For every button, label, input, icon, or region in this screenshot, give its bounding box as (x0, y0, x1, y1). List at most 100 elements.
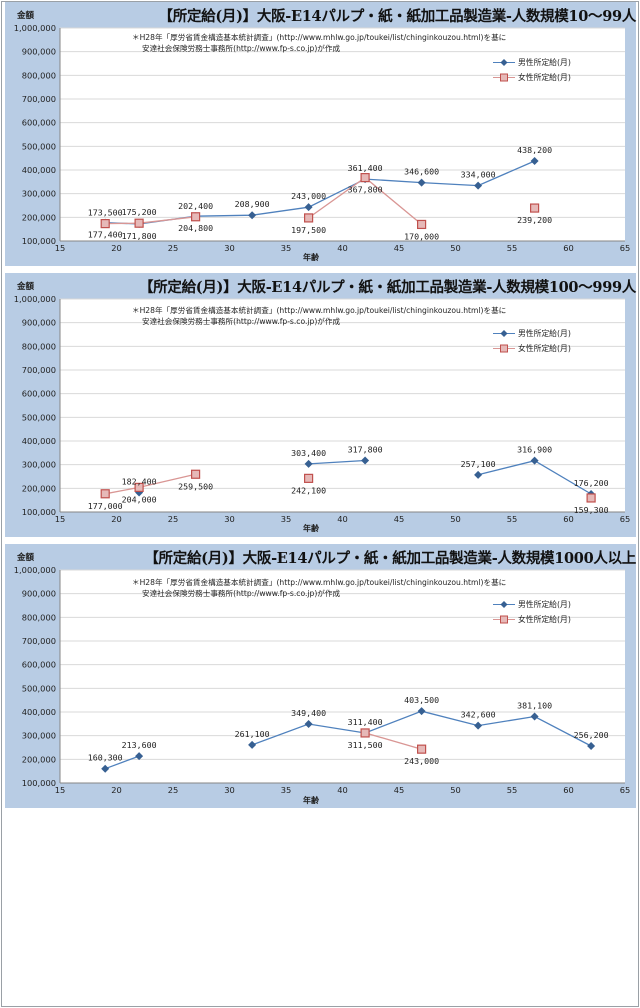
data-label: 159,300 (574, 505, 609, 515)
chart-panel-100-999: 100,000 200,000 300,000 400,000 500,000 600,0… (5, 273, 636, 537)
female-data-point (417, 219, 427, 230)
diamond-marker-icon (493, 601, 515, 608)
source-note-line1: ＊H28年「厚労省賃金構造基本統計調査」(http://www.mhlw.go.… (132, 578, 507, 587)
x-tick-label: 20 (111, 514, 122, 524)
data-label: 202,400 (178, 201, 213, 211)
y-tick-label: 500,000 (22, 683, 56, 693)
x-tick-label: 55 (507, 243, 518, 253)
y-tick-label: 600,000 (22, 118, 56, 128)
male-series-line (308, 459, 366, 465)
data-label: 171,800 (122, 231, 157, 241)
data-label: 208,900 (235, 199, 270, 209)
female-data-point (360, 728, 370, 738)
data-label: 213,600 (122, 740, 157, 750)
y-tick-label: 100,000 (22, 236, 56, 246)
legend-label-female: 女性所定給(月) (518, 344, 571, 353)
x-tick-label: 30 (224, 243, 235, 253)
y-tick-label: 700,000 (22, 636, 56, 646)
x-tick-label: 65 (620, 514, 631, 524)
source-note-line1: ＊H28年「厚労省賃金構造基本統計調査」(http://www.mhlw.go.… (132, 306, 507, 315)
x-tick-label: 25 (168, 243, 179, 253)
x-tick-label: 30 (224, 514, 235, 524)
data-label: 204,000 (122, 494, 157, 504)
data-label: 346,600 (404, 167, 439, 177)
x-tick-label: 50 (450, 514, 461, 524)
male-data-point (474, 721, 483, 730)
chart-panel-1000-plus: 100,000 200,000 300,000 400,000 500,000 600,0… (5, 544, 636, 808)
source-note: ＊H28年「厚労省賃金構造基本統計調査」(http://www.mhlw.go.… (132, 32, 506, 54)
x-tick-label: 35 (281, 243, 292, 253)
data-label: 175,200 (122, 207, 157, 217)
male-data-point (101, 764, 110, 773)
x-tick-label: 40 (337, 785, 348, 795)
female-data-point (304, 213, 314, 223)
x-tick-label: 45 (394, 514, 405, 524)
chart-svg: 100,000 200,000 300,000 400,000 500,000 600,0… (5, 544, 636, 808)
y-tick-label: 1,000,000 (14, 565, 56, 575)
data-label: 367,800 (348, 185, 383, 195)
data-label: 317,800 (348, 444, 383, 454)
square-marker-icon (493, 615, 515, 624)
x-tick-label: 15 (55, 243, 66, 253)
y-tick-label: 600,000 (22, 660, 56, 670)
male-data-point (135, 752, 144, 761)
data-label: 197,500 (291, 225, 326, 235)
female-data-point (360, 173, 370, 183)
female-data-point (134, 218, 144, 228)
x-tick-label: 55 (507, 785, 518, 795)
male-series-line (104, 755, 140, 770)
male-data-point (304, 203, 313, 212)
female-data-point (134, 482, 144, 492)
data-label: 259,500 (178, 481, 213, 491)
data-label: 257,100 (461, 459, 496, 469)
x-tick-label: 55 (507, 514, 518, 524)
x-tick-label: 15 (55, 785, 66, 795)
data-label: 243,000 (291, 191, 326, 201)
legend-label-male: 男性所定給(月) (518, 329, 571, 338)
source-note-line2: 安達社会保険労務士事務所(http://www.fp-s.co.jp)が作成 (142, 589, 341, 598)
y-tick-label: 800,000 (22, 612, 56, 622)
y-tick-label: 100,000 (22, 507, 56, 517)
data-label: 349,400 (291, 708, 326, 718)
x-tick-label: 25 (168, 785, 179, 795)
x-tick-label: 60 (563, 785, 574, 795)
diamond-marker-icon (493, 330, 515, 337)
chart-panel-10-99: 100,000 200,000 300,000 400,000 500,000 600,0… (5, 2, 636, 266)
legend-item-female: 女性所定給(月) (493, 70, 571, 85)
y-tick-label: 100,000 (22, 778, 56, 788)
male-data-point (530, 456, 539, 465)
x-tick-label: 60 (563, 514, 574, 524)
y-tick-label: 500,000 (22, 412, 56, 422)
data-label: 160,300 (88, 753, 123, 763)
source-note: ＊H28年「厚労省賃金構造基本統計調査」(http://www.mhlw.go.… (132, 305, 506, 327)
x-tick-label: 60 (563, 243, 574, 253)
y-tick-label: 300,000 (22, 189, 56, 199)
chart-title: 【所定給(月)】大阪-E14パルプ・紙・紙加工品製造業-人数規模100～999人 (138, 279, 636, 296)
source-note-line2: 安達社会保険労務士事務所(http://www.fp-s.co.jp)が作成 (142, 44, 341, 53)
data-label: 311,500 (348, 740, 383, 750)
x-tick-label: 40 (337, 514, 348, 524)
female-series-line (364, 732, 422, 750)
legend-item-female: 女性所定給(月) (493, 612, 571, 627)
data-label: 316,900 (517, 445, 552, 455)
y-tick-label: 700,000 (22, 365, 56, 375)
source-note: ＊H28年「厚労省賃金構造基本統計調査」(http://www.mhlw.go.… (132, 577, 506, 599)
y-tick-label: 300,000 (22, 731, 56, 741)
male-data-point (248, 740, 257, 749)
x-tick-label: 40 (337, 243, 348, 253)
x-tick-label: 45 (394, 785, 405, 795)
x-tick-label: 45 (394, 243, 405, 253)
data-label: 170,000 (404, 231, 439, 241)
legend-label-female: 女性所定給(月) (518, 615, 571, 624)
x-axis-title: 年齢 (303, 524, 319, 533)
source-note-line1: ＊H28年「厚労省賃金構造基本統計調査」(http://www.mhlw.go.… (132, 33, 507, 42)
data-label: 239,200 (517, 215, 552, 225)
y-tick-label: 900,000 (22, 589, 56, 599)
y-tick-label: 200,000 (22, 483, 56, 493)
x-tick-label: 65 (620, 243, 631, 253)
female-data-point (191, 469, 201, 479)
chart-svg: 100,000 200,000 300,000 400,000 500,000 600,0… (5, 273, 636, 537)
plot-area (60, 570, 625, 783)
legend-item-male: 男性所定給(月) (493, 55, 571, 70)
female-data-point (100, 219, 110, 229)
